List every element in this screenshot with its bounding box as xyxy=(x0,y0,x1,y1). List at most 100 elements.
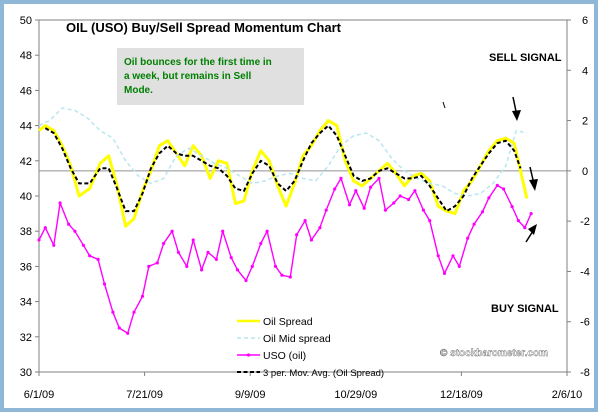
x-axis: 6/1/09 7/21/09 9/9/09 10/29/09 12/18/09 2/6/1… xyxy=(24,372,582,401)
uso-point xyxy=(132,310,136,314)
x-tick-label: 10/29/09 xyxy=(334,389,377,401)
uso-point xyxy=(229,256,233,260)
uso-point xyxy=(413,189,417,193)
series-layer xyxy=(37,107,533,335)
uso-point xyxy=(250,264,254,268)
uso-point xyxy=(383,208,387,212)
uso-point xyxy=(421,208,425,212)
uso-point xyxy=(523,226,527,230)
uso-point xyxy=(43,226,47,230)
legend-swatch-marker xyxy=(246,353,251,357)
uso-point xyxy=(206,250,210,254)
watermark: © stockbarometer.com xyxy=(426,346,548,359)
uso-point xyxy=(155,261,159,265)
uso-point xyxy=(398,194,402,198)
uso-point xyxy=(392,201,396,205)
annotation-text: Oil bounces for the first time in a week… xyxy=(124,57,275,96)
annotation-line-1: Oil bounces for the first time in xyxy=(124,57,272,68)
uso-point xyxy=(487,196,491,200)
left-tick-label: 42 xyxy=(20,156,32,168)
uso-point xyxy=(58,201,62,205)
x-tick-label: 6/1/09 xyxy=(24,389,55,401)
moving-average-line xyxy=(44,124,522,213)
down-arrow-2-head xyxy=(529,179,538,191)
uso-point xyxy=(516,219,521,223)
uso-point xyxy=(273,264,278,268)
chart-title: OIL (USO) Buy/Sell Spread Momentum Chart xyxy=(66,20,342,35)
uso-point xyxy=(170,229,174,233)
uso-point xyxy=(369,185,373,189)
left-tick-label: 48 xyxy=(20,50,32,62)
legend-label: Oil Mid spread xyxy=(263,333,331,345)
uso-point xyxy=(88,254,92,258)
left-tick-label: 40 xyxy=(20,191,32,203)
annotation-line-2: a week, but remains in Sell xyxy=(124,71,251,82)
uso-point xyxy=(362,206,366,210)
x-tick-label: 12/18/09 xyxy=(440,389,483,401)
right-tick-label: -2 xyxy=(580,216,590,228)
uso-point xyxy=(309,238,313,242)
oil-mid-spread-line xyxy=(38,107,528,197)
annotation-line-3: Mode. xyxy=(124,85,153,96)
left-tick-label: 32 xyxy=(20,332,32,344)
uso-point xyxy=(303,219,307,223)
left-tick-label: 34 xyxy=(20,297,32,309)
uso-point xyxy=(117,326,121,330)
uso-point xyxy=(191,238,195,242)
oil-spread-line xyxy=(38,119,529,228)
uso-point xyxy=(214,257,218,261)
left-tick-label: 36 xyxy=(20,261,32,273)
left-axis: 30 32 34 36 38 40 42 44 46 48 50 xyxy=(20,15,39,379)
uso-point xyxy=(502,187,506,191)
buy-signal-label: BUY SIGNAL xyxy=(491,303,559,315)
uso-point xyxy=(280,273,284,277)
uso-point xyxy=(162,241,166,246)
uso-point xyxy=(259,241,263,246)
watermark-text: © stockbarometer.com xyxy=(440,348,548,359)
uso-point xyxy=(457,264,461,268)
legend: Oil Spread Oil Mid spread USO (oil) 3 per. … xyxy=(237,316,384,379)
right-tick-label: -8 xyxy=(580,367,590,379)
uso-point xyxy=(67,222,71,226)
uso-point xyxy=(407,197,411,202)
uso-point xyxy=(295,233,299,237)
uso-point xyxy=(37,238,41,242)
left-tick-label: 46 xyxy=(20,85,32,97)
right-tick-label: 6 xyxy=(582,15,588,27)
right-tick-label: -6 xyxy=(580,317,590,329)
uso-point xyxy=(318,226,322,230)
uso-point xyxy=(265,229,269,233)
annotation-box xyxy=(117,48,304,105)
left-tick-label: 30 xyxy=(20,367,32,379)
uso-point xyxy=(339,176,343,180)
uso-point xyxy=(244,278,248,283)
down-arrow-1-head xyxy=(512,110,521,121)
uso-point xyxy=(102,282,107,286)
uso-point xyxy=(200,268,204,272)
uso-point xyxy=(442,271,447,275)
uso-point xyxy=(235,268,240,272)
uso-point xyxy=(480,210,485,214)
left-tick-label: 38 xyxy=(20,226,32,238)
right-tick-label: -4 xyxy=(580,266,590,278)
right-tick-label: 4 xyxy=(582,65,588,77)
uso-point xyxy=(529,212,533,216)
uso-point xyxy=(333,187,337,191)
legend-label: USO (oil) xyxy=(263,350,306,362)
uso-point xyxy=(73,229,77,233)
uso-point xyxy=(96,257,100,261)
uso-point xyxy=(221,229,225,233)
uso-point xyxy=(354,189,358,193)
uso-point xyxy=(126,331,130,335)
left-tick-label: 44 xyxy=(20,121,32,133)
uso-point xyxy=(377,176,381,180)
uso-point xyxy=(176,250,180,254)
uso-point xyxy=(347,203,352,207)
uso-point xyxy=(288,275,292,279)
uso-point xyxy=(111,310,115,314)
legend-label: 3 per. Mov. Avg. (Oil Spread) xyxy=(263,368,384,379)
uso-point xyxy=(466,236,470,240)
uso-point xyxy=(140,294,145,298)
